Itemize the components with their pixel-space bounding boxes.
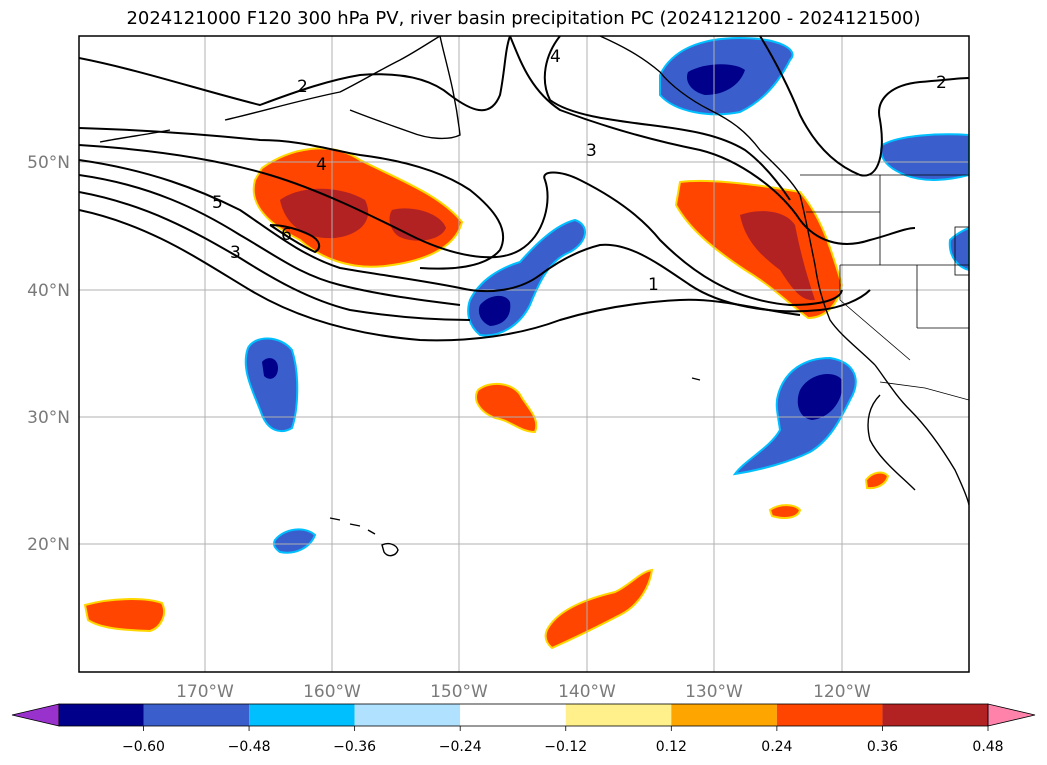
map-background — [79, 36, 969, 672]
positive-anomaly-core — [280, 188, 369, 239]
positive-anomaly-area — [544, 568, 654, 650]
colorbar-tick-label: −0.36 — [333, 739, 376, 755]
pv-contours — [79, 36, 969, 342]
lat-label: 30°N — [27, 408, 70, 428]
colorbar: −0.60 −0.48 −0.36 −0.24 −0.12 0.12 0.24 0.36 0.4… — [11, 703, 1036, 755]
colorbar-box — [59, 704, 144, 726]
precip-anomaly-fills — [83, 36, 969, 650]
colorbar-box — [671, 704, 777, 726]
colorbar-tick-label: 0.36 — [867, 739, 898, 755]
positive-anomaly-core — [740, 211, 815, 301]
colorbar-box — [249, 704, 355, 726]
colorbar-box — [776, 704, 883, 726]
colorbar-box — [882, 704, 988, 726]
colorbar-extend-low — [11, 703, 60, 727]
negative-anomaly-core — [686, 64, 745, 95]
negative-anomaly-core — [478, 295, 511, 326]
contour-label: 2 — [936, 73, 947, 93]
colorbar-tick-label: 0.48 — [972, 739, 1003, 755]
map-frame — [78, 35, 970, 673]
lon-label: 170°W — [176, 682, 234, 702]
colorbar-extend-high — [987, 703, 1036, 727]
colorbar-tick-label: −0.24 — [439, 739, 482, 755]
contour-label: 2 — [297, 77, 308, 97]
colorbar-tick-label: 0.24 — [761, 739, 792, 755]
contour-labels: 2 4 5 6 3 4 3 1 2 — [212, 47, 947, 295]
latitude-labels: 50°N 40°N 30°N 20°N — [27, 153, 70, 555]
contour-label: 1 — [648, 275, 659, 295]
lon-label: 130°W — [685, 682, 743, 702]
longitude-labels: 170°W 160°W 150°W 140°W 130°W 120°W — [176, 682, 871, 702]
colorbar-tick-label: −0.12 — [544, 739, 587, 755]
positive-anomaly-area — [83, 598, 166, 633]
positive-anomaly-area — [768, 504, 802, 519]
negative-anomaly-core — [262, 358, 278, 379]
colorbar-tick-label: 0.12 — [656, 739, 687, 755]
negative-anomaly-area — [880, 133, 969, 181]
lat-label: 50°N — [27, 153, 70, 173]
negative-anomaly-area — [244, 337, 299, 433]
colorbar-box — [460, 704, 566, 726]
lon-label: 120°W — [813, 682, 871, 702]
map-title: 2024121000 F120 300 hPa PV, river basin … — [126, 8, 921, 29]
lon-label: 150°W — [430, 682, 488, 702]
contour-label: 4 — [316, 155, 327, 175]
lat-label: 20°N — [27, 535, 70, 555]
colorbar-tick-label: −0.48 — [228, 739, 271, 755]
colorbar-tick-label: −0.60 — [122, 739, 165, 755]
contour-label: 6 — [281, 225, 292, 245]
colorbar-box — [143, 704, 250, 726]
contour-label: 3 — [230, 243, 241, 263]
negative-anomaly-core — [797, 374, 843, 420]
colorbar-outline — [58, 703, 989, 727]
political-borders — [800, 174, 969, 401]
positive-anomaly-area — [864, 471, 890, 490]
lon-label: 140°W — [558, 682, 616, 702]
negative-anomaly-area — [273, 528, 317, 554]
contour-label: 5 — [212, 193, 223, 213]
colorbar-box — [565, 704, 672, 726]
lat-label: 40°N — [27, 281, 70, 301]
positive-anomaly-area — [475, 382, 538, 434]
contour-label: 3 — [586, 141, 597, 161]
lon-label: 160°W — [303, 682, 361, 702]
colorbar-box — [354, 704, 461, 726]
contour-label: 4 — [550, 47, 561, 67]
